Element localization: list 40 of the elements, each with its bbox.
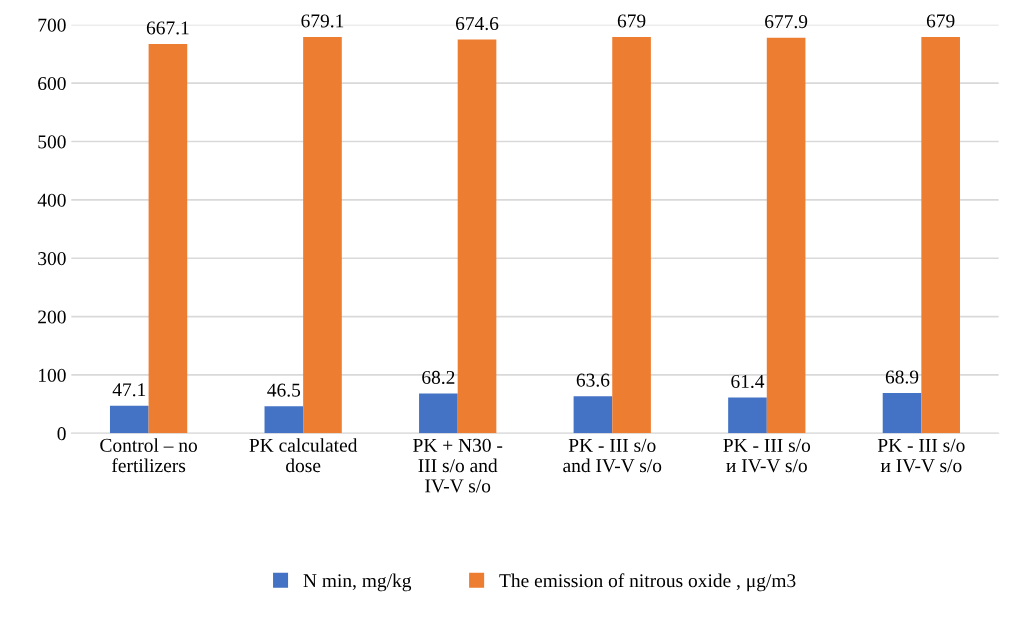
bar <box>419 393 458 434</box>
data-label: 68.9 <box>885 370 919 384</box>
data-label: 63.6 <box>576 373 610 387</box>
y-tick-label: 400 <box>37 193 66 207</box>
bar <box>612 37 651 434</box>
bar <box>303 36 342 434</box>
data-label: 68.2 <box>422 370 455 385</box>
data-label: 679.1 <box>301 14 344 28</box>
data-label: 46.5 <box>267 383 301 397</box>
x-tick-label: PK - III s/o и IV-V s/o <box>723 438 811 473</box>
y-tick-label: 500 <box>38 135 66 149</box>
x-tick-label: PK - III s/o и IV-V s/o <box>877 438 965 473</box>
bar <box>573 396 613 434</box>
data-label: 61.4 <box>731 374 765 389</box>
y-tick-label: 300 <box>38 252 66 266</box>
x-tick-label: Control – no fertilizers <box>100 438 198 473</box>
data-label: 679 <box>926 14 955 28</box>
y-tick-label: 700 <box>38 18 66 32</box>
bar <box>148 43 188 434</box>
data-label: 667.1 <box>146 21 189 35</box>
y-tick-label: 0 <box>57 427 66 441</box>
bar <box>921 37 960 434</box>
data-label: 677.9 <box>765 15 808 29</box>
bar <box>264 406 304 434</box>
data-label: 674.6 <box>455 17 499 31</box>
bar <box>766 37 806 434</box>
y-tick-label: 200 <box>38 310 66 324</box>
bar <box>457 39 497 434</box>
bar <box>109 405 149 434</box>
data-label: 679 <box>617 14 646 28</box>
bar <box>728 397 767 434</box>
y-tick-label: 600 <box>38 76 66 91</box>
x-tick-label: PK + N30 - III s/o and IV-V s/o <box>413 438 503 493</box>
y-tick-label: 100 <box>39 368 66 382</box>
data-label: 47.1 <box>112 383 146 397</box>
legend-label: N min, mg/kg <box>303 573 412 592</box>
legend-label: The emission of nitrous oxide , μg/m3 <box>499 573 796 592</box>
x-tick-label: PK - III s/o and IV-V s/o <box>563 438 662 473</box>
bar <box>882 393 922 434</box>
x-tick-label: PK calculated dose <box>249 438 358 473</box>
